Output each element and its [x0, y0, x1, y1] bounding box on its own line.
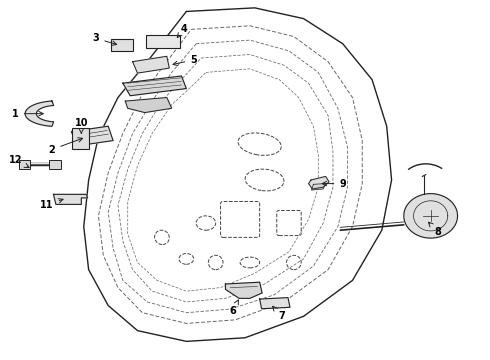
- FancyBboxPatch shape: [49, 160, 61, 169]
- Polygon shape: [125, 98, 172, 113]
- Text: 10: 10: [74, 118, 88, 134]
- Polygon shape: [72, 126, 113, 146]
- Text: 12: 12: [9, 155, 29, 167]
- Text: 9: 9: [322, 179, 346, 189]
- Polygon shape: [53, 194, 88, 204]
- Text: 7: 7: [272, 306, 285, 321]
- Text: 11: 11: [40, 199, 63, 210]
- Text: 5: 5: [173, 55, 197, 66]
- Polygon shape: [260, 298, 290, 309]
- Polygon shape: [133, 56, 169, 73]
- Polygon shape: [404, 194, 458, 238]
- FancyBboxPatch shape: [19, 160, 30, 169]
- Polygon shape: [123, 76, 186, 96]
- FancyBboxPatch shape: [111, 39, 133, 51]
- FancyBboxPatch shape: [147, 35, 180, 48]
- Polygon shape: [312, 184, 326, 190]
- Polygon shape: [25, 101, 54, 126]
- Text: 6: 6: [229, 300, 238, 316]
- Text: 3: 3: [93, 33, 117, 45]
- Text: 1: 1: [12, 109, 43, 119]
- Text: 8: 8: [428, 222, 441, 237]
- Polygon shape: [309, 176, 329, 189]
- FancyBboxPatch shape: [72, 128, 89, 149]
- Polygon shape: [225, 282, 262, 298]
- Text: 4: 4: [177, 24, 187, 37]
- Text: 2: 2: [49, 138, 83, 154]
